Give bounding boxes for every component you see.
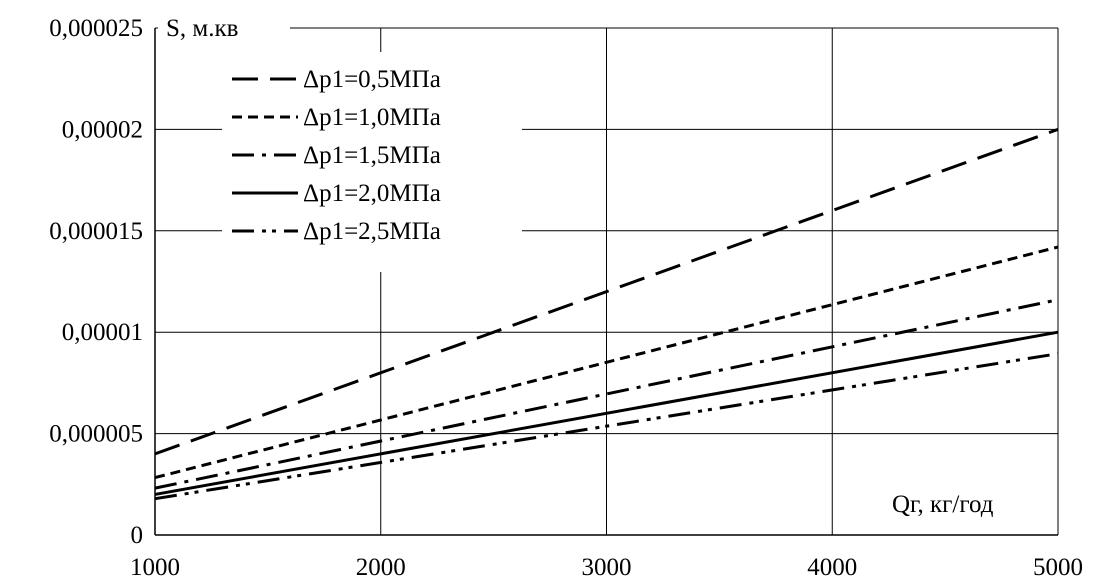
legend-label-3: Δp1=1,5МПа	[303, 142, 441, 169]
x-tick-label: 5000	[1033, 554, 1083, 581]
y-tick-label: 0,000005	[49, 421, 143, 448]
series-line-5	[154, 352, 1059, 501]
x-tick-label: 3000	[582, 554, 632, 581]
series-line-3	[154, 298, 1059, 490]
y-tick-label: 0,00001	[62, 319, 143, 346]
y-axis-title: S, м.кв	[166, 15, 238, 42]
x-axis-title-bg	[884, 490, 1044, 524]
y-tick-label: 0	[131, 522, 144, 549]
x-tick-label: 4000	[807, 554, 857, 581]
y-tick-label: 0,00002	[62, 116, 143, 143]
y-axis-title-bg	[158, 12, 290, 44]
y-tick-label: 0,000025	[49, 15, 143, 42]
tick-labels: 0 0,000005 0,00001 0,000015 0,00002 0,000025 1…	[49, 15, 1083, 581]
legend-label-1: Δp1=0,5МПа	[303, 66, 441, 93]
series-line-2	[154, 245, 1059, 480]
legend-background	[222, 52, 522, 272]
series-line-4	[154, 330, 1059, 496]
legend: Δp1=0,5МПа Δp1=1,0МПа Δp1=1,5МПа Δp1=2,0МПа…	[222, 52, 522, 272]
x-tick-label: 1000	[130, 554, 180, 581]
x-tick-label: 2000	[356, 554, 406, 581]
x-axis-title: Qг, кг/год	[892, 491, 994, 518]
axes	[154, 28, 1058, 536]
legend-label-4: Δp1=2,0МПа	[303, 180, 441, 207]
legend-label-2: Δp1=1,0МПа	[303, 104, 441, 131]
series-line-1	[154, 127, 1059, 456]
legend-label-5: Δp1=2,5МПа	[303, 218, 441, 245]
y-tick-label: 0,000015	[49, 218, 143, 245]
series-group	[154, 127, 1059, 501]
